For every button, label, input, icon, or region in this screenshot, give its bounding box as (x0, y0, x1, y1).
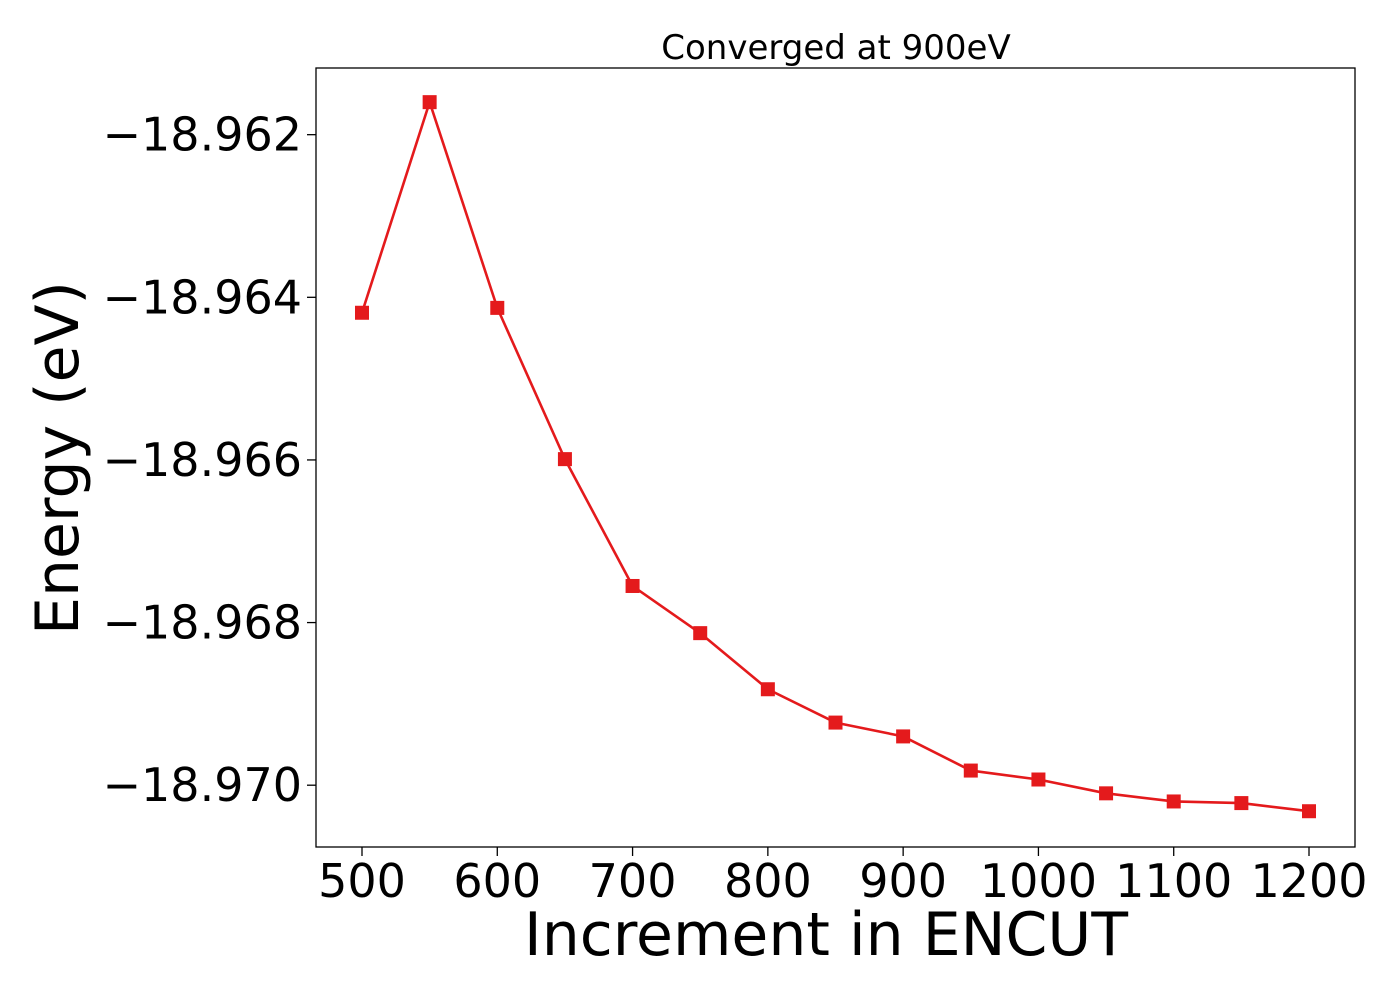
y-tick-label: −18.968 (103, 596, 303, 650)
data-point (963, 763, 978, 778)
x-tick-label: 800 (724, 854, 812, 908)
y-axis-label: Energy (eV) (23, 281, 93, 635)
x-tick-label: 500 (318, 854, 406, 908)
y-tick-label: −18.962 (103, 108, 303, 162)
data-point (828, 715, 843, 730)
data-point (1234, 796, 1249, 811)
x-tick-label: 1000 (980, 854, 1097, 908)
data-point (896, 729, 911, 744)
x-axis-ticks: 500 600 700 800 900 1000 1100 1200 (318, 847, 1368, 908)
plot-frame (315, 67, 1356, 848)
data-point (354, 305, 369, 320)
data-point (1166, 794, 1181, 809)
data-point (1031, 772, 1046, 787)
plot-area (315, 67, 1356, 848)
y-axis-ticks: −18.962 −18.964 −18.966 −18.968 −18.970 (103, 108, 316, 812)
x-axis-label: Increment in ENCUT (524, 900, 1128, 970)
data-point (1302, 804, 1317, 819)
data-point (693, 626, 708, 641)
x-tick-label: 600 (453, 854, 541, 908)
data-point (625, 578, 640, 593)
x-tick-label: 700 (589, 854, 677, 908)
x-tick-label: 1200 (1250, 854, 1367, 908)
data-point (557, 452, 572, 467)
x-tick-label: 1100 (1115, 854, 1232, 908)
x-tick-label: 900 (859, 854, 947, 908)
data-point (1099, 786, 1114, 801)
data-point (490, 300, 505, 315)
y-tick-label: −18.966 (103, 433, 303, 487)
y-tick-label: −18.964 (103, 270, 303, 324)
y-tick-label: −18.970 (103, 758, 303, 812)
data-point (760, 682, 775, 697)
series-layer (354, 95, 1317, 819)
series-line (360, 100, 1310, 813)
chart-title: Converged at 900eV (661, 28, 1010, 68)
data-point (422, 95, 437, 110)
